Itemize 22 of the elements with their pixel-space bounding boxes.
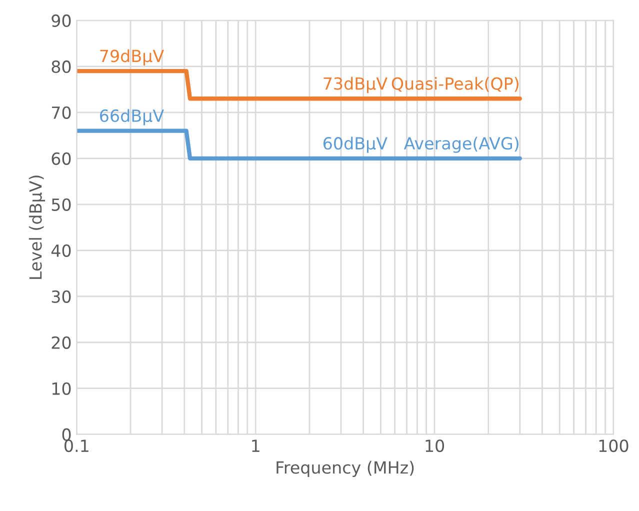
annotation: 79dBµV <box>100 49 164 66</box>
series-label: Quasi-Peak(QP) <box>392 76 518 92</box>
y-tick-label: 80 <box>52 60 71 73</box>
y-tick-label: 40 <box>51 244 71 257</box>
y-tick-label: 90 <box>52 14 71 28</box>
annotation: 73dBµV <box>324 76 388 94</box>
series-label: Average(AVG) <box>404 136 518 153</box>
y-tick-label: 60 <box>52 152 71 165</box>
y-tick-label: 10 <box>52 382 71 395</box>
x-tick-label: 0.1 <box>64 440 88 452</box>
y-tick-label: 30 <box>52 290 71 303</box>
y-tick-label: 70 <box>52 106 71 119</box>
y-tick-label: 0 <box>62 428 71 441</box>
x-tick-label: 1 <box>252 440 260 452</box>
y-tick-label: 20 <box>52 336 71 349</box>
y-axis-title: Level (dBµV) <box>28 176 46 279</box>
annotation: 66dBµV <box>100 109 164 126</box>
y-tick-label: 50 <box>52 198 71 211</box>
x-axis-title: Frequency (MHz) <box>276 460 414 478</box>
annotation: 60dBµV <box>324 136 388 153</box>
x-tick-label: 10 <box>426 440 444 452</box>
x-tick-label: 100 <box>599 440 628 452</box>
